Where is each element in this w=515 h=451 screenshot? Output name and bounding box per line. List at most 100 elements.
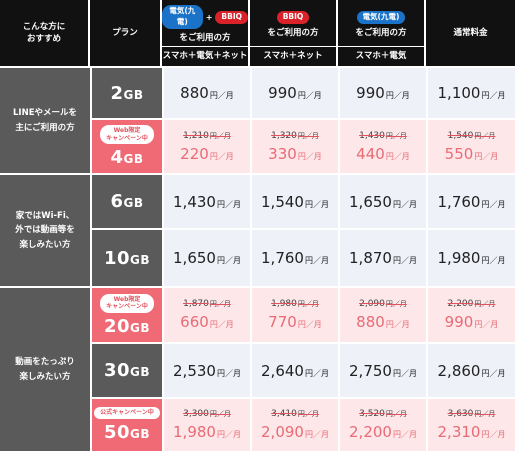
regular-price-value: 3,410 bbox=[271, 409, 297, 419]
price-cell: 2,530円／月 bbox=[162, 342, 250, 397]
category-2: 家ではWi-Fi、 外では動画等を 楽しみたい方 bbox=[0, 173, 90, 286]
regular-price-value: 2,090 bbox=[359, 299, 385, 309]
price-cell: 880円／月 bbox=[162, 66, 250, 118]
price: 990円／月 bbox=[268, 84, 322, 102]
price-cell: 2,640円／月 bbox=[250, 342, 338, 397]
price-unit: 円／月 bbox=[392, 256, 417, 265]
regular-price-value: 1,210 bbox=[183, 130, 209, 141]
header-target-label: こんな方に bbox=[22, 21, 66, 32]
price-cell: 1,870円／月 660円／月 bbox=[162, 286, 250, 342]
regular-price-value: 2,200 bbox=[447, 299, 474, 309]
regular-price-value: 3,300 bbox=[183, 409, 209, 419]
price-unit: 円／月 bbox=[481, 368, 506, 378]
plan-capacity-unit: GB bbox=[130, 320, 151, 335]
campaign-price: 330円／月 bbox=[268, 145, 322, 163]
price-cell: 3,410円／月 2,090円／月 bbox=[250, 397, 338, 451]
plan-20gb: Web限定 キャンペーン中 20GB bbox=[90, 286, 162, 342]
category-label: 外では動画等を bbox=[15, 225, 75, 236]
category-1: LINEやメールを 主にご利用の方 bbox=[0, 66, 90, 173]
price: 2,530円／月 bbox=[173, 362, 241, 380]
category-label: 楽しみたい方 bbox=[19, 371, 71, 382]
price-unit: 円／月 bbox=[216, 199, 241, 209]
price-unit: 円／月 bbox=[474, 131, 496, 140]
price-cell: 990円／月 bbox=[338, 66, 426, 118]
campaign-price-value: 2,090 bbox=[261, 423, 304, 441]
campaign-price: 2,200円／月 bbox=[349, 423, 417, 441]
header-target: こんな方に おすすめ bbox=[0, 0, 90, 66]
price-cell: 1,650円／月 bbox=[162, 228, 250, 286]
plan-capacity: 30GB bbox=[104, 360, 150, 381]
price-value: 2,640 bbox=[261, 361, 304, 380]
price: 990円／月 bbox=[356, 84, 410, 102]
header-column-sub: スマホ＋電気 bbox=[338, 46, 424, 66]
plan-4gb: Web限定 キャンペーン中 4GB bbox=[90, 118, 162, 173]
price-value: 990 bbox=[268, 84, 297, 102]
price: 1,100円／月 bbox=[438, 84, 506, 102]
price-value: 2,860 bbox=[437, 361, 481, 380]
regular-price-value: 3,630 bbox=[447, 409, 474, 419]
plan-capacity-unit: GB bbox=[130, 252, 151, 267]
price-cell: 990円／月 bbox=[250, 66, 338, 118]
campaign-price-value: 990 bbox=[444, 313, 474, 331]
plan-10gb: 10GB bbox=[90, 228, 162, 286]
campaign-price: 2,310円／月 bbox=[438, 423, 506, 441]
header-column-title: をご利用の方 bbox=[179, 33, 231, 44]
price-unit: 円／月 bbox=[216, 368, 241, 378]
plan-capacity-unit: GB bbox=[123, 87, 144, 102]
plan-capacity-number: 50 bbox=[103, 421, 131, 443]
header-target-label: おすすめ bbox=[26, 34, 61, 44]
category-label: 家ではWi-Fi、 bbox=[15, 210, 75, 221]
price-unit: 円／月 bbox=[385, 410, 407, 418]
regular-price: 3,520円／月 bbox=[359, 409, 407, 419]
plan-capacity-number: 10 bbox=[103, 247, 131, 269]
header-column-title: をご利用の方 bbox=[267, 27, 319, 38]
price: 1,760円／月 bbox=[261, 249, 329, 267]
price-unit: 円／月 bbox=[385, 320, 410, 329]
plan-capacity: 20GB bbox=[104, 316, 150, 337]
plan-capacity: 4GB bbox=[110, 147, 143, 168]
plan-capacity-unit: GB bbox=[130, 365, 151, 379]
regular-price: 2,090円／月 bbox=[359, 299, 407, 309]
regular-price: 1,320円／月 bbox=[271, 131, 319, 141]
price-value: 1,430 bbox=[173, 192, 216, 211]
service-tag: BBIQ bbox=[215, 10, 248, 24]
price-unit: 円／月 bbox=[304, 430, 329, 439]
campaign-price-value: 550 bbox=[444, 144, 474, 163]
price-unit: 円／月 bbox=[216, 430, 241, 439]
price-cell: 1,980円／月 770円／月 bbox=[250, 286, 338, 342]
plan-capacity: 10GB bbox=[104, 248, 150, 269]
price: 2,860円／月 bbox=[438, 362, 506, 380]
price-unit: 円／月 bbox=[304, 256, 329, 265]
regular-price: 1,430円／月 bbox=[359, 131, 407, 141]
regular-price: 1,870円／月 bbox=[183, 299, 231, 309]
campaign-price: 1,980円／月 bbox=[173, 423, 241, 441]
regular-price-value: 1,980 bbox=[271, 299, 297, 309]
campaign-badge-text: キャンペーン中 bbox=[106, 303, 148, 310]
plan-capacity-unit: GB bbox=[123, 196, 144, 210]
campaign-price: 2,090円／月 bbox=[261, 423, 329, 441]
price-cell: 2,200円／月 990円／月 bbox=[426, 286, 515, 342]
campaign-price-value: 880 bbox=[356, 313, 385, 331]
regular-price: 1,210円／月 bbox=[183, 131, 231, 141]
header-column-sub: スマホ＋ネット bbox=[250, 46, 336, 66]
price-unit: 円／月 bbox=[297, 410, 319, 418]
price-unit: 円／月 bbox=[474, 300, 496, 308]
price: 880円／月 bbox=[180, 84, 234, 102]
campaign-price: 770円／月 bbox=[268, 313, 322, 331]
category-label: 楽しみたい方 bbox=[19, 239, 71, 250]
regular-price-value: 1,870 bbox=[183, 299, 209, 309]
plan-capacity-number: 30 bbox=[103, 360, 131, 381]
price-cell: 1,760円／月 bbox=[426, 173, 515, 228]
header-plan-label: プラン bbox=[112, 27, 138, 38]
price-unit: 円／月 bbox=[481, 199, 506, 209]
price-unit: 円／月 bbox=[385, 131, 407, 140]
regular-price-value: 1,540 bbox=[447, 130, 474, 141]
service-tag: 電気(九電) bbox=[356, 10, 406, 24]
price-unit: 円／月 bbox=[297, 91, 322, 100]
price-value: 1,650 bbox=[173, 249, 216, 267]
price-unit: 円／月 bbox=[481, 430, 506, 439]
price-unit: 円／月 bbox=[304, 199, 329, 209]
price-cell: 1,100円／月 bbox=[426, 66, 515, 118]
price: 1,980円／月 bbox=[438, 249, 506, 267]
